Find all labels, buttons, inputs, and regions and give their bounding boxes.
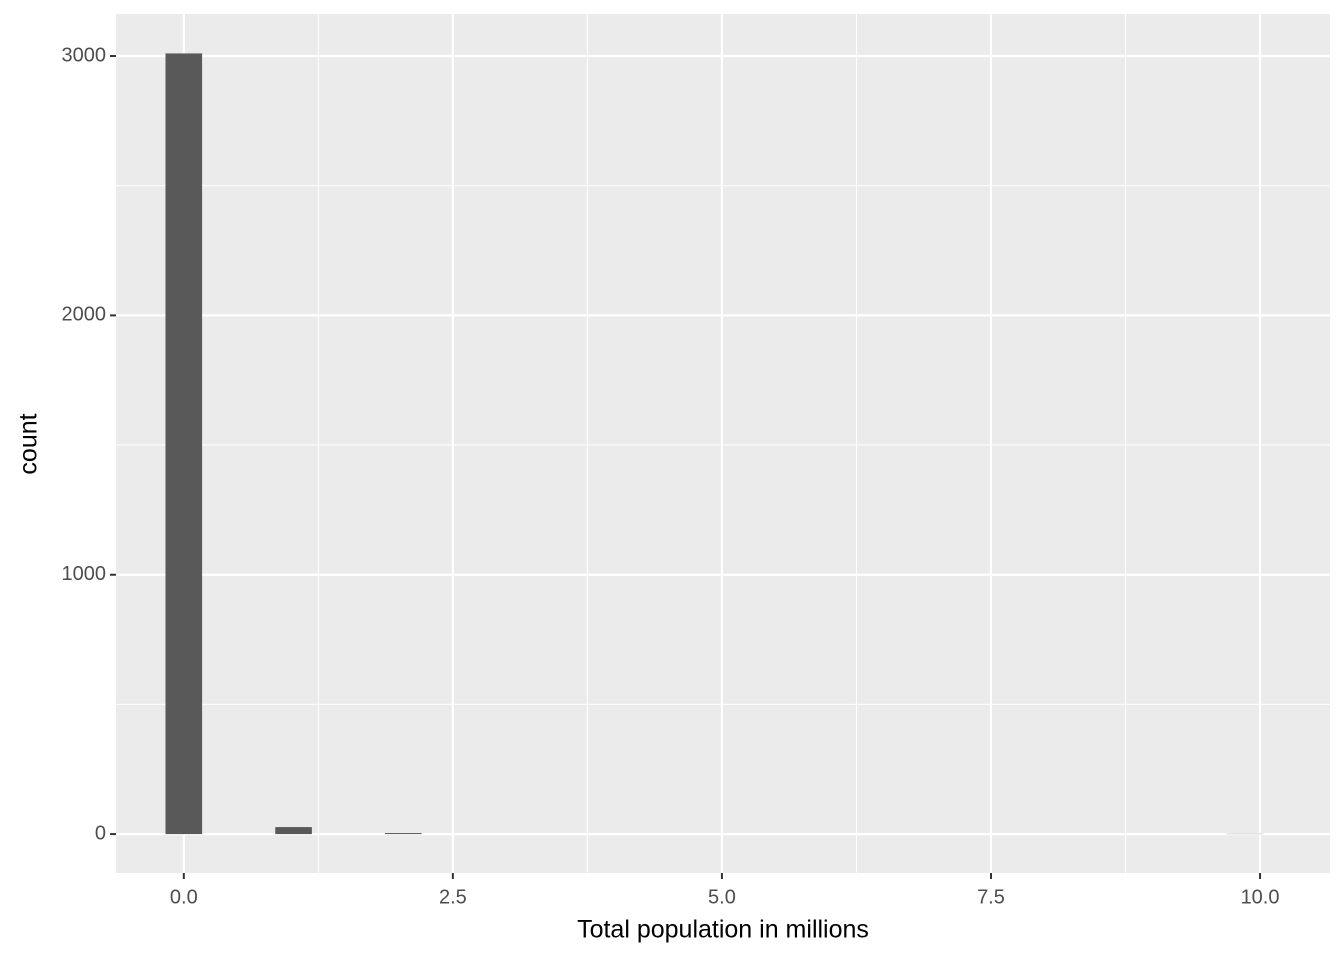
y-axis-title: count (15, 413, 43, 474)
x-tick-label: 0.0 (170, 886, 198, 908)
histogram-bar (165, 53, 203, 835)
histogram-bar (385, 833, 422, 835)
x-tick-label: 10.0 (1241, 886, 1280, 908)
x-axis-title: Total population in millions (577, 916, 869, 944)
x-tick-label: 5.0 (708, 886, 736, 908)
y-tick-label: 2000 (62, 304, 107, 326)
y-tick-label: 1000 (62, 563, 107, 585)
x-tick-label: 2.5 (439, 886, 467, 908)
histogram-bar (275, 827, 312, 835)
y-tick-label: 3000 (62, 44, 107, 66)
y-tick-label: 0 (95, 822, 106, 844)
x-tick-label: 7.5 (977, 886, 1005, 908)
